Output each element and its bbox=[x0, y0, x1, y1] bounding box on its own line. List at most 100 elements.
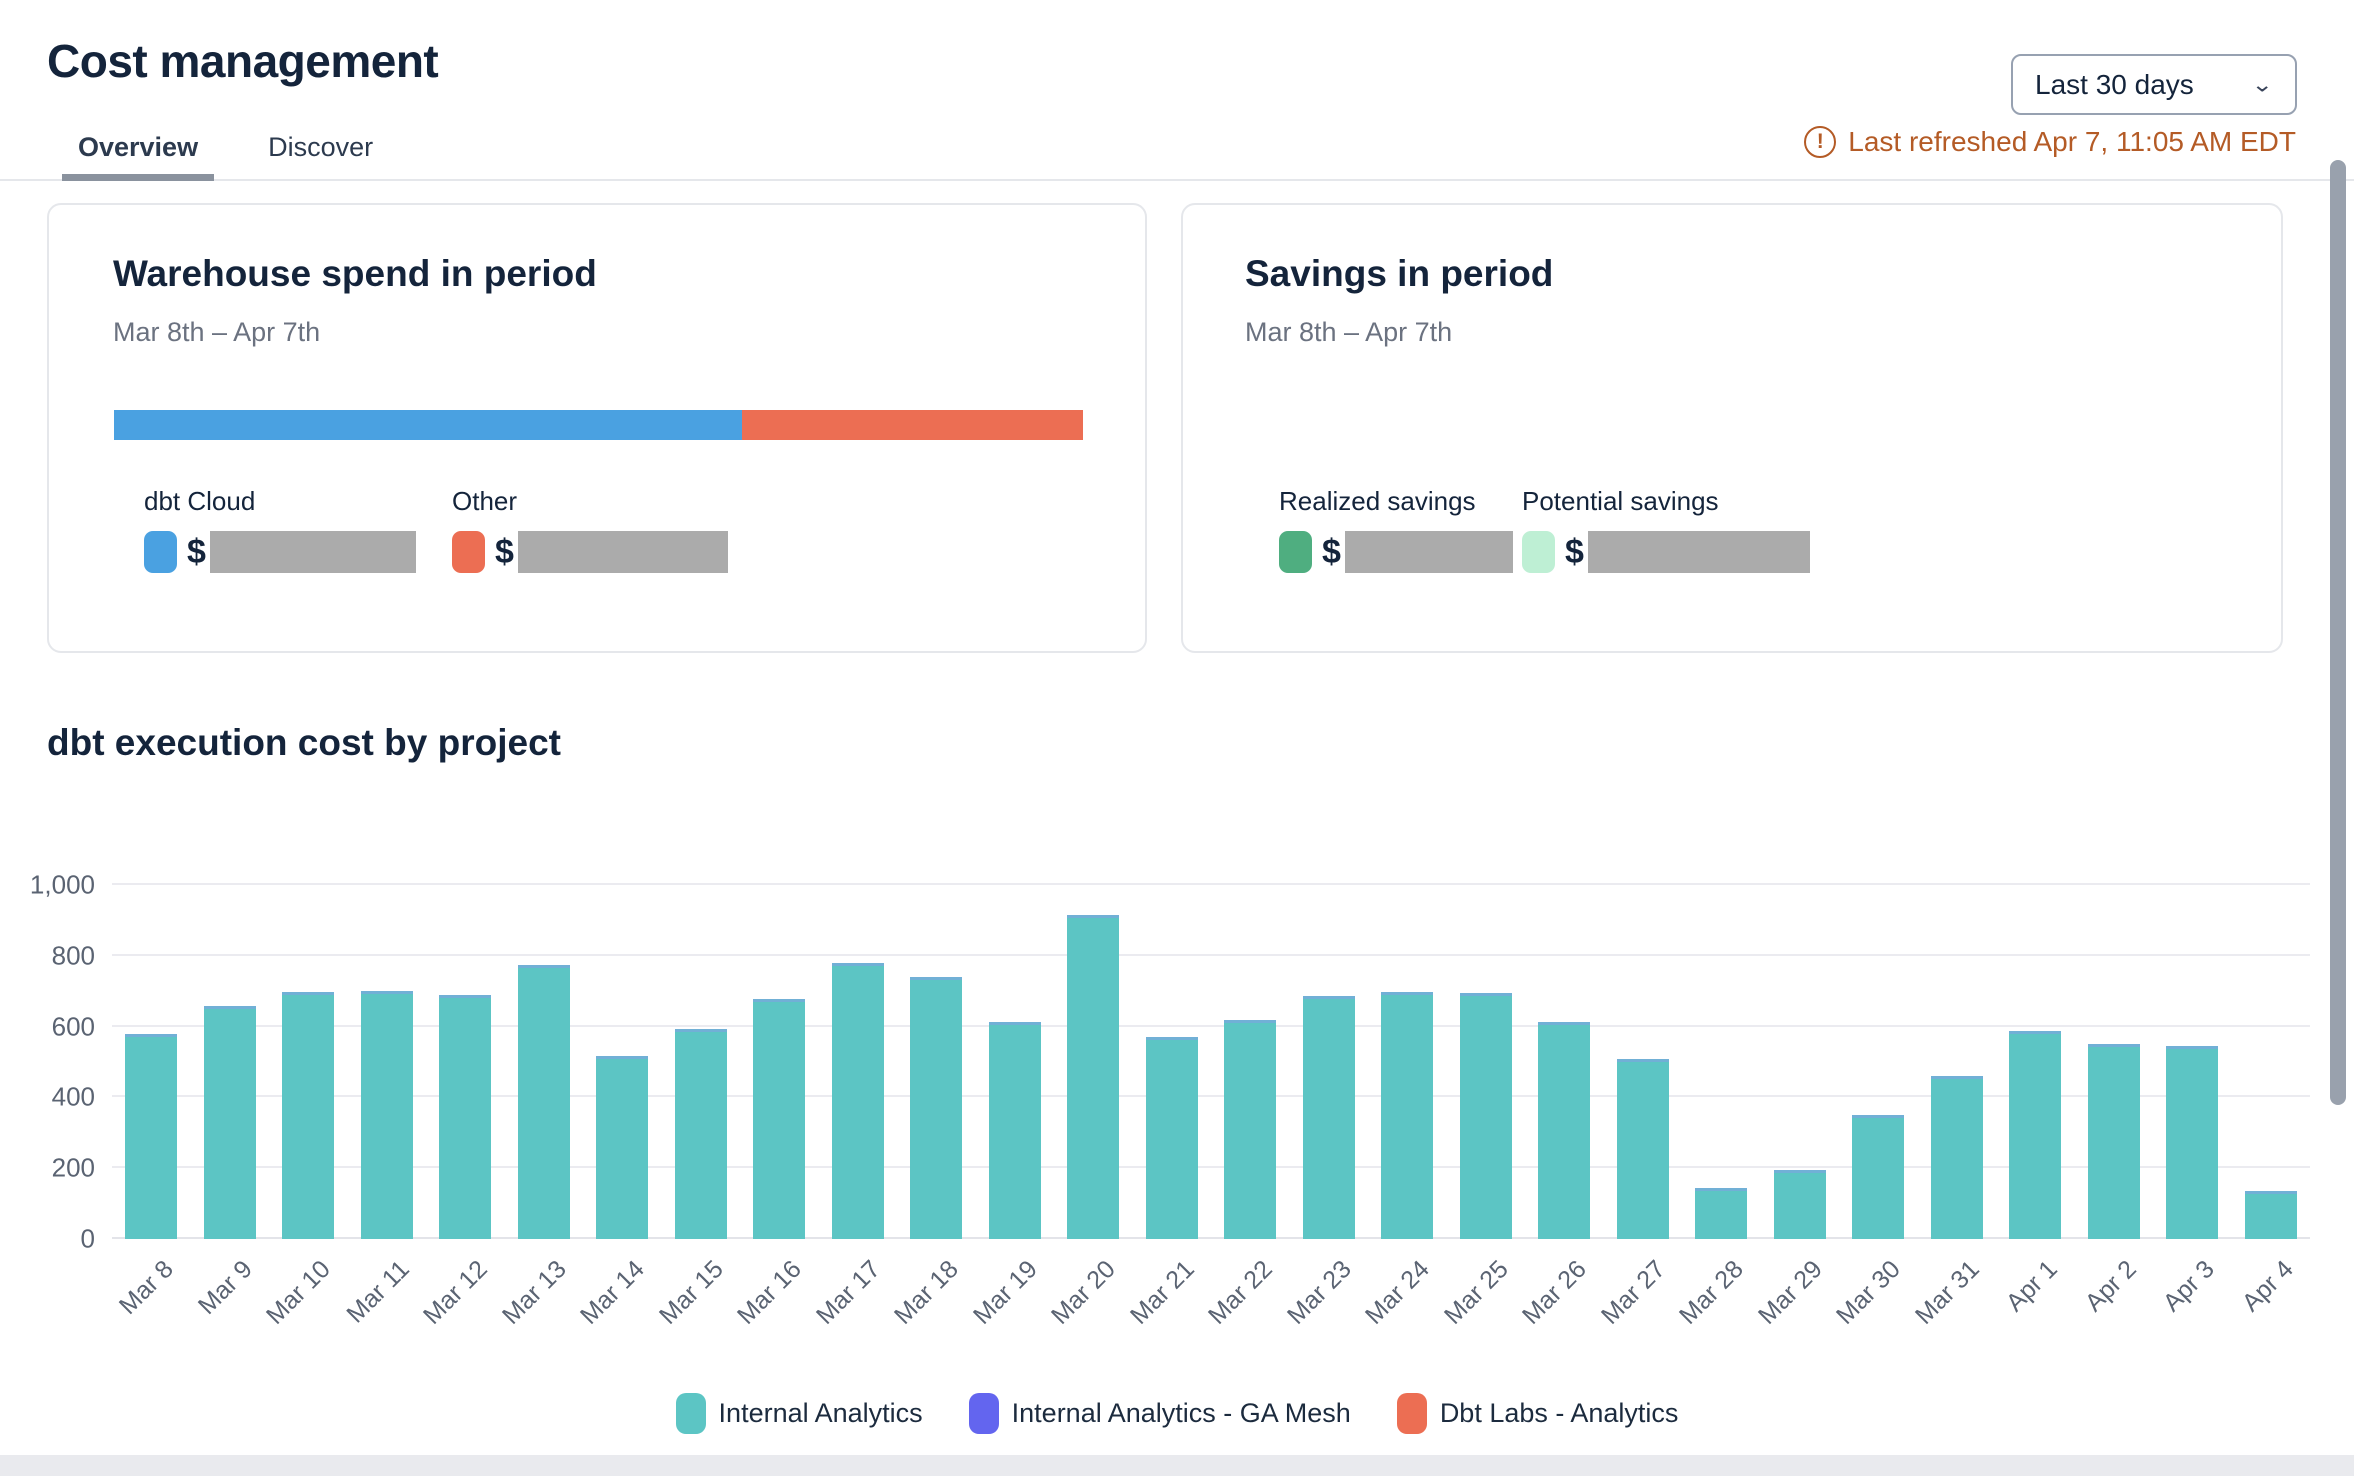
bar-mar-30[interactable] bbox=[1852, 1115, 1905, 1239]
tab-overview[interactable]: Overview bbox=[62, 118, 215, 181]
legend-item[interactable]: Internal Analytics - GA Mesh bbox=[968, 1393, 1351, 1434]
x-tick-label: Mar 20 bbox=[1046, 1255, 1122, 1330]
bar-mar-14[interactable] bbox=[596, 1056, 649, 1239]
chart-legend: Internal Analytics Internal Analytics - G… bbox=[0, 1393, 2354, 1434]
y-tick-label: 600 bbox=[51, 1011, 95, 1042]
x-tick-label: Apr 3 bbox=[2157, 1255, 2221, 1318]
legend-label: Dbt Labs - Analytics bbox=[1439, 1398, 1679, 1428]
bar-mar-31[interactable] bbox=[1930, 1075, 1983, 1239]
x-tick-label: Mar 12 bbox=[418, 1255, 494, 1330]
bar-mar-25[interactable] bbox=[1459, 992, 1512, 1239]
bar-mar-17[interactable] bbox=[831, 963, 884, 1239]
horizontal-scrollbar[interactable] bbox=[0, 1455, 2354, 1476]
realized-savings-swatch bbox=[1279, 531, 1312, 573]
warning-icon: ! bbox=[1804, 126, 1837, 158]
chart-section-title: dbt execution cost by project bbox=[47, 722, 561, 763]
redacted-value bbox=[517, 531, 728, 573]
bar-mar-9[interactable] bbox=[203, 1005, 256, 1239]
x-tick-label: Mar 13 bbox=[496, 1255, 572, 1330]
bar-mar-15[interactable] bbox=[674, 1029, 727, 1239]
bar-mar-28[interactable] bbox=[1695, 1188, 1748, 1239]
spend-segment bbox=[114, 410, 742, 440]
card-title: Warehouse spend in period bbox=[113, 253, 597, 294]
x-tick-label: Mar 14 bbox=[575, 1255, 651, 1330]
x-tick-label: Apr 2 bbox=[2079, 1255, 2142, 1318]
x-tick-label: Mar 18 bbox=[889, 1255, 965, 1330]
gridline bbox=[112, 1166, 2310, 1169]
legend-swatch bbox=[1396, 1393, 1427, 1434]
tab-discover[interactable]: Discover bbox=[268, 132, 374, 162]
gridline bbox=[112, 1024, 2310, 1027]
bar-mar-11[interactable] bbox=[360, 990, 413, 1239]
dbt-cloud-swatch bbox=[144, 531, 177, 573]
card-title: Savings in period bbox=[1245, 253, 1554, 294]
gridline bbox=[112, 953, 2310, 956]
period-select-dropdown[interactable]: Last 30 days ⌄ bbox=[2011, 54, 2297, 115]
x-tick-label: Apr 4 bbox=[2236, 1255, 2299, 1318]
metric-label: Potential savings bbox=[1522, 486, 1719, 516]
bar-mar-20[interactable] bbox=[1067, 915, 1120, 1239]
bar-mar-27[interactable] bbox=[1616, 1058, 1669, 1239]
y-tick-label: 400 bbox=[51, 1081, 95, 1112]
metric-label: dbt Cloud bbox=[144, 486, 256, 516]
metric-realized-savings: Realized savings $ bbox=[1279, 486, 1513, 573]
gridline bbox=[112, 883, 2310, 885]
bar-mar-24[interactable] bbox=[1381, 991, 1434, 1239]
metric-dbt-cloud: dbt Cloud $ bbox=[144, 486, 416, 573]
bar-mar-21[interactable] bbox=[1145, 1036, 1198, 1239]
bar-mar-23[interactable] bbox=[1302, 996, 1355, 1239]
bar-mar-26[interactable] bbox=[1538, 1022, 1591, 1239]
warehouse-spend-card: Warehouse spend in period Mar 8th – Apr … bbox=[47, 203, 1147, 653]
last-refreshed-text: Last refreshed Apr 7, 11:05 AM EDT bbox=[1848, 126, 2296, 157]
metric-other: Other $ bbox=[452, 486, 728, 573]
bar-mar-19[interactable] bbox=[988, 1022, 1041, 1239]
metric-label: Other bbox=[452, 486, 518, 516]
metric-potential-savings: Potential savings $ bbox=[1522, 486, 1810, 573]
x-tick-label: Mar 29 bbox=[1752, 1255, 1828, 1330]
page-title: Cost management bbox=[47, 35, 439, 87]
x-tick-label: Mar 26 bbox=[1517, 1255, 1593, 1330]
spend-segment bbox=[741, 410, 1083, 440]
metric-label: Realized savings bbox=[1279, 486, 1476, 516]
legend-label: Internal Analytics bbox=[718, 1398, 923, 1428]
potential-savings-swatch bbox=[1522, 531, 1555, 573]
x-tick-label: Mar 21 bbox=[1124, 1255, 1200, 1330]
bar-mar-12[interactable] bbox=[439, 995, 492, 1239]
bar-apr-1[interactable] bbox=[2009, 1031, 2062, 1239]
y-tick-label: 200 bbox=[51, 1152, 95, 1183]
bar-mar-16[interactable] bbox=[753, 998, 806, 1239]
x-tick-label: Mar 15 bbox=[653, 1255, 729, 1330]
legend-swatch bbox=[675, 1393, 706, 1434]
bar-apr-4[interactable] bbox=[2244, 1190, 2297, 1239]
x-tick-label: Mar 8 bbox=[114, 1255, 180, 1320]
bar-apr-2[interactable] bbox=[2087, 1043, 2140, 1239]
bar-mar-13[interactable] bbox=[517, 965, 570, 1239]
currency-symbol: $ bbox=[1322, 532, 1341, 571]
redacted-value bbox=[209, 531, 416, 573]
execution-cost-bar-chart bbox=[112, 883, 2310, 1239]
other-swatch bbox=[452, 531, 485, 573]
currency-symbol: $ bbox=[495, 532, 514, 571]
warehouse-spend-stacked-bar bbox=[114, 410, 1083, 440]
x-tick-label: Apr 1 bbox=[2000, 1255, 2064, 1318]
bar-apr-3[interactable] bbox=[2166, 1046, 2219, 1239]
gridline bbox=[112, 1237, 2310, 1239]
legend-swatch bbox=[968, 1393, 999, 1434]
x-tick-label: Mar 24 bbox=[1360, 1255, 1436, 1330]
vertical-scrollbar[interactable] bbox=[2330, 160, 2346, 1105]
x-tick-label: Mar 25 bbox=[1438, 1255, 1514, 1330]
gridline bbox=[112, 1095, 2310, 1098]
bar-mar-10[interactable] bbox=[282, 992, 335, 1239]
currency-symbol: $ bbox=[1565, 532, 1584, 571]
bar-mar-22[interactable] bbox=[1224, 1019, 1277, 1239]
x-tick-label: Mar 9 bbox=[192, 1255, 258, 1320]
period-select-value: Last 30 days bbox=[2035, 68, 2194, 100]
bar-mar-29[interactable] bbox=[1773, 1169, 1826, 1239]
bar-mar-8[interactable] bbox=[125, 1034, 178, 1239]
y-tick-label: 0 bbox=[80, 1223, 95, 1254]
legend-item[interactable]: Internal Analytics bbox=[675, 1393, 923, 1434]
savings-card: Savings in period Mar 8th – Apr 7th Real… bbox=[1181, 203, 2283, 653]
bar-mar-18[interactable] bbox=[910, 976, 963, 1239]
y-tick-label: 1,000 bbox=[29, 869, 95, 900]
legend-item[interactable]: Dbt Labs - Analytics bbox=[1396, 1393, 1679, 1434]
